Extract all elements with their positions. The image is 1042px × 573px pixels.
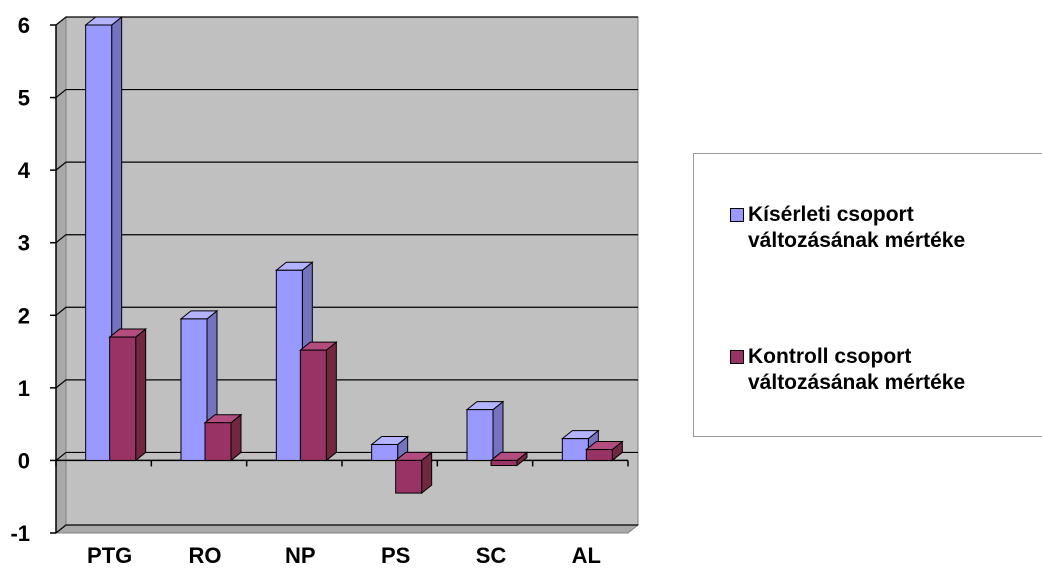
axes xyxy=(50,24,629,534)
y-tick-labels: -1 0 1 2 3 4 5 6 xyxy=(10,13,30,546)
back-wall xyxy=(65,16,639,526)
bar-front xyxy=(371,443,399,461)
bar-front xyxy=(180,318,208,461)
bar-front xyxy=(85,24,113,461)
gridline xyxy=(55,88,638,99)
bar-front xyxy=(561,438,589,461)
gridline xyxy=(55,379,638,389)
legend-swatch-series-2 xyxy=(730,350,744,364)
y-tick-label: 1 xyxy=(18,376,30,401)
y-tick-label: 0 xyxy=(18,448,30,473)
y-tick-label: 4 xyxy=(18,158,31,183)
legend-item-series-1: Kísérleti csoport változásának mértéke xyxy=(730,202,1038,254)
bar-front xyxy=(585,449,613,461)
bar-ps-series-2 xyxy=(394,451,434,495)
x-tick-label-ptg: PTG xyxy=(87,543,132,568)
gridlines xyxy=(55,16,638,534)
bar-ptg-series-2 xyxy=(108,328,148,462)
legend-item-series-2: Kontroll csoport változásának mértéke xyxy=(730,344,1038,396)
y-tick-label: 3 xyxy=(18,231,30,256)
gridline xyxy=(55,524,638,534)
bar-side xyxy=(325,341,337,462)
bar-sc-series-1 xyxy=(465,400,505,462)
gridline xyxy=(55,16,638,26)
bar-chart: -1 0 1 2 3 4 5 6 PTG RO NP PS SC AL xyxy=(10,13,640,568)
gridline xyxy=(55,306,638,316)
bar-front xyxy=(204,422,232,461)
bars xyxy=(84,15,624,495)
gridline xyxy=(55,234,638,244)
chart-walls xyxy=(54,15,640,535)
bar-side xyxy=(492,400,504,462)
bar-front xyxy=(466,409,494,461)
gridline xyxy=(55,161,638,171)
legend-swatch-series-1 xyxy=(730,208,744,222)
bar-front xyxy=(109,336,137,461)
x-tick-labels: PTG RO NP PS SC AL xyxy=(87,543,601,568)
y-tick-label: 6 xyxy=(18,13,30,38)
legend-label-series-2: Kontroll csoport változásának mértéke xyxy=(748,345,966,394)
bar-side xyxy=(135,328,147,462)
gridline xyxy=(55,451,638,461)
x-tick-label-sc: SC xyxy=(476,543,507,568)
bar-al-series-2 xyxy=(584,440,624,462)
x-tick-label-al: AL xyxy=(572,543,601,568)
floor xyxy=(54,524,640,534)
y-tick-label: -1 xyxy=(10,521,30,546)
bar-ro-series-2 xyxy=(203,413,243,462)
legend: Kísérleti csoport változásának mértéke K… xyxy=(693,153,1042,437)
x-tick-label-np: NP xyxy=(285,543,316,568)
bar-front xyxy=(395,459,423,494)
x-tick-label-ro: RO xyxy=(189,543,222,568)
bar-np-series-2 xyxy=(298,341,338,462)
y-tick-label: 2 xyxy=(18,303,30,328)
bar-sc-series-2 xyxy=(489,451,529,467)
x-tick-label-ps: PS xyxy=(381,543,410,568)
legend-label-series-1: Kísérleti csoport változásának mértéke xyxy=(748,203,966,252)
bar-al-series-1 xyxy=(560,429,600,462)
bar-front xyxy=(490,459,518,467)
bar-front xyxy=(299,349,327,461)
y-tick-label: 5 xyxy=(18,86,30,111)
bar-front xyxy=(275,269,303,461)
side-wall xyxy=(55,15,67,535)
